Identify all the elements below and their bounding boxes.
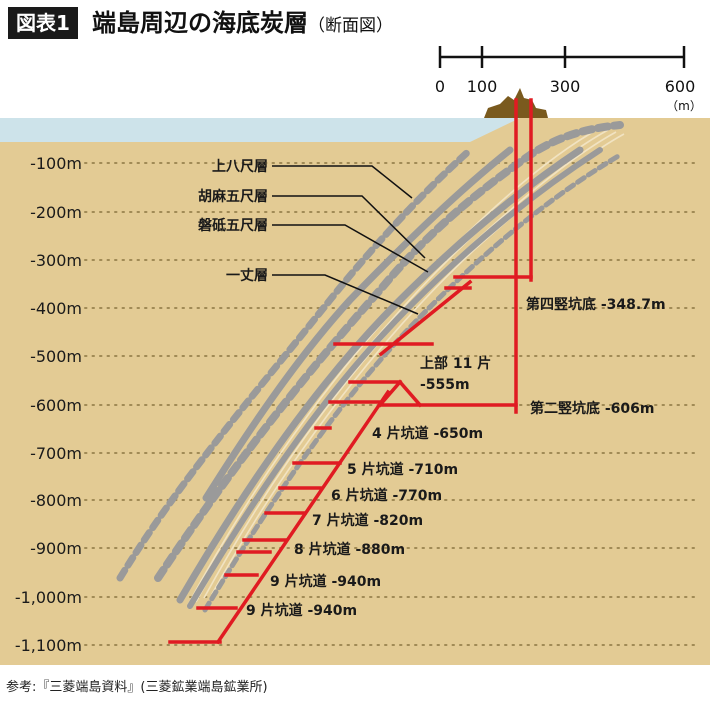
level-label: 8 片坑道 -880m (294, 541, 405, 558)
depth-label: -900m (30, 539, 82, 558)
upper-11-label: 上部 11 片 -555m (420, 355, 491, 393)
seam-label: 胡麻五尺層 (198, 188, 268, 205)
depth-label: -600m (30, 396, 82, 415)
seam-gomagoshaku (154, 121, 624, 582)
level-label: 4 片坑道 -650m (372, 425, 483, 442)
depth-label: -1,100m (15, 636, 82, 655)
level-label: 5 片坑道 -710m (347, 461, 458, 478)
scale-tick-label: 300 (550, 77, 581, 96)
leader-line (272, 195, 426, 259)
depth-label: -700m (30, 444, 82, 463)
shaft-2-label: 第二竪坑底 -606m (530, 400, 655, 417)
depth-label: -500m (30, 347, 82, 366)
scale-unit: （m） (666, 99, 702, 113)
upper-label-line1: 上部 11 片 (420, 355, 491, 372)
main-incline (215, 389, 391, 645)
title-text: 端島周辺の海底炭層 (92, 9, 308, 37)
seam-label: 一丈層 (226, 268, 268, 284)
seam-label: 磐砥五尺層 (197, 217, 268, 234)
scale-tick-label: 100 (467, 77, 498, 96)
depth-axis: -100m -200m -300m -400m -500m -600m -700… (15, 154, 82, 655)
scale-bar: 0 100 300 600 （m） (435, 46, 702, 113)
depth-label: -300m (30, 251, 82, 270)
level-labels: 4 片坑道 -650m 5 片坑道 -710m 6 片坑道 -770m 7 片坑… (246, 425, 483, 619)
seam-kamihasshaku (202, 146, 514, 502)
title-subtitle: （断面図） (308, 16, 393, 36)
leader-line (272, 224, 429, 273)
shaft-4-label: 第四竪坑底 -348.7m (526, 296, 666, 313)
level-label: 9 片坑道 -940m (270, 573, 381, 590)
shaft-labels: 第四竪坑底 -348.7m 第二竪坑底 -606m (526, 296, 666, 417)
leader-line (272, 274, 419, 315)
incline-upper (378, 279, 473, 357)
figure-title: 端島周辺の海底炭層（断面図） (92, 6, 393, 43)
depth-label: -1,000m (15, 588, 82, 607)
leader-line (272, 165, 413, 199)
scale-tick-label: 0 (435, 77, 445, 96)
seam-leaders (272, 165, 429, 315)
seam-labels: 上八尺層 胡麻五尺層 磐砥五尺層 一丈層 (197, 159, 268, 284)
seam-outer-dashed (116, 146, 474, 582)
level-label: 6 片坑道 -770m (331, 487, 442, 504)
depth-label: -200m (30, 203, 82, 222)
seam-inner-dashed (202, 152, 623, 613)
coal-seams (116, 121, 624, 613)
incline-link (397, 379, 423, 408)
source-note: 参考:『三菱端島資料』(三菱鉱業端島鉱業所) (6, 680, 268, 695)
depth-label: -400m (30, 299, 82, 318)
level-label: 9 片坑道 -940m (246, 602, 357, 619)
figure-number-badge: 図表1 (8, 7, 78, 39)
scale-tick-label: 600 (665, 77, 696, 96)
seam-label: 上八尺層 (212, 159, 268, 175)
depth-label: -100m (30, 154, 82, 173)
level-label: 7 片坑道 -820m (312, 512, 423, 529)
depth-label: -800m (30, 491, 82, 510)
header: 図表1 端島周辺の海底炭層（断面図） (0, 0, 710, 46)
upper-label-line2: -555m (420, 377, 470, 393)
mine-workings (168, 98, 533, 645)
